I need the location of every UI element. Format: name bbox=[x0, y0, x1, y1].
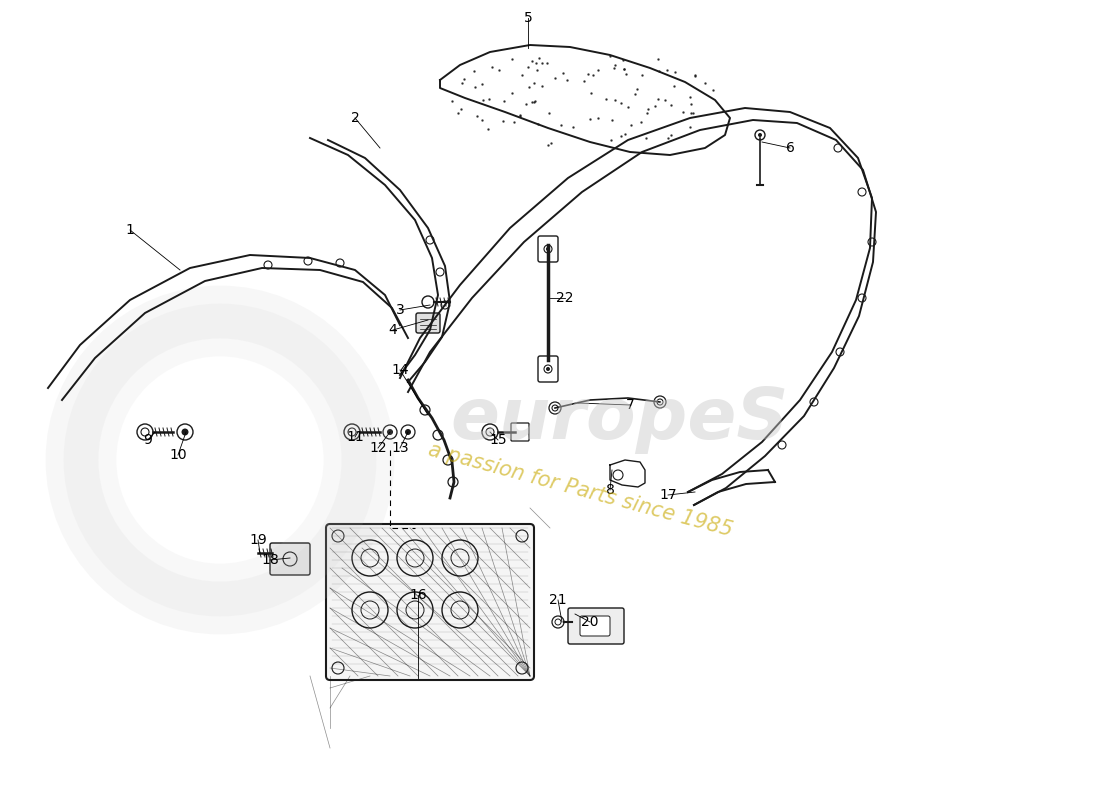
Text: 10: 10 bbox=[169, 448, 187, 462]
Circle shape bbox=[405, 429, 411, 435]
Circle shape bbox=[758, 133, 762, 137]
FancyBboxPatch shape bbox=[326, 524, 534, 680]
Text: 21: 21 bbox=[549, 593, 566, 607]
Text: europeS: europeS bbox=[451, 386, 789, 454]
Text: 13: 13 bbox=[392, 441, 409, 455]
Text: 1: 1 bbox=[125, 223, 134, 237]
Text: 8: 8 bbox=[606, 483, 615, 497]
Text: 5: 5 bbox=[524, 11, 532, 25]
FancyBboxPatch shape bbox=[580, 616, 611, 636]
Text: 3: 3 bbox=[396, 303, 405, 317]
FancyBboxPatch shape bbox=[416, 313, 440, 333]
Text: 15: 15 bbox=[490, 433, 507, 447]
Text: 7: 7 bbox=[626, 398, 635, 412]
FancyBboxPatch shape bbox=[568, 608, 624, 644]
Text: 14: 14 bbox=[392, 363, 409, 377]
Text: 9: 9 bbox=[144, 433, 153, 447]
FancyBboxPatch shape bbox=[270, 543, 310, 575]
Text: 6: 6 bbox=[785, 141, 794, 155]
Text: a passion for Parts since 1985: a passion for Parts since 1985 bbox=[426, 440, 735, 540]
Text: 20: 20 bbox=[581, 615, 598, 629]
Text: 18: 18 bbox=[261, 553, 279, 567]
Text: 19: 19 bbox=[249, 533, 267, 547]
Text: 12: 12 bbox=[370, 441, 387, 455]
Circle shape bbox=[546, 367, 550, 371]
Text: 11: 11 bbox=[346, 430, 364, 444]
Text: 2: 2 bbox=[351, 111, 360, 125]
Circle shape bbox=[546, 247, 550, 251]
Circle shape bbox=[387, 429, 393, 435]
Text: 17: 17 bbox=[659, 488, 676, 502]
Text: 16: 16 bbox=[409, 588, 427, 602]
Text: 22: 22 bbox=[557, 291, 574, 305]
Circle shape bbox=[182, 429, 188, 435]
Text: 4: 4 bbox=[388, 323, 397, 337]
